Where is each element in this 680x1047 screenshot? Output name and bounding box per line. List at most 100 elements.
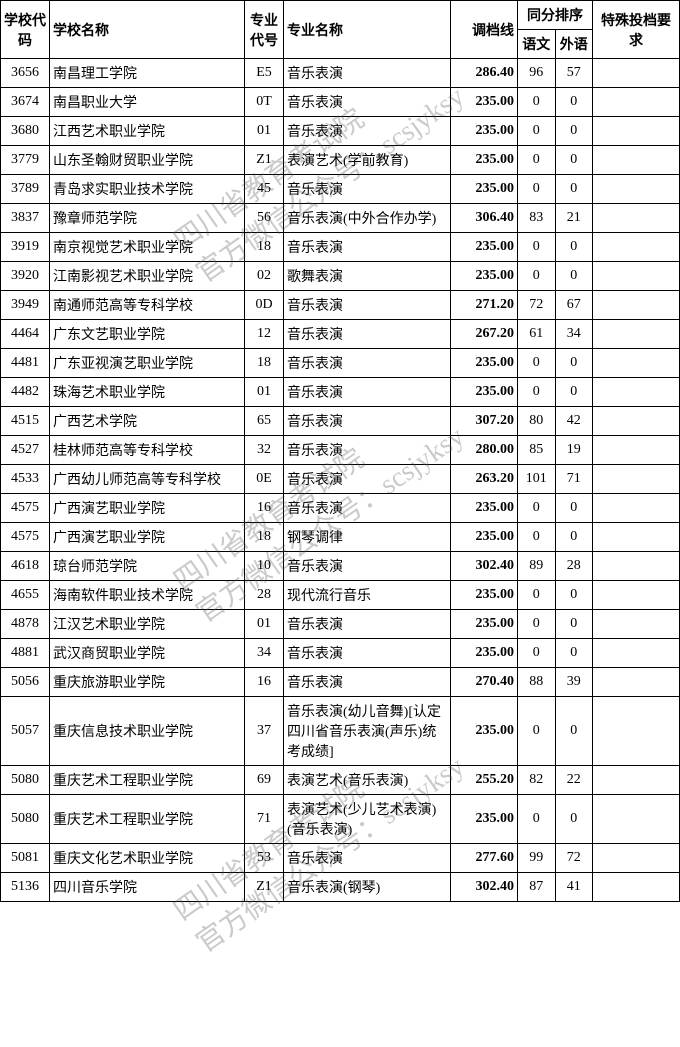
cell-score: 235.00 <box>451 378 518 407</box>
header-school-code: 学校代码 <box>1 1 50 59</box>
cell-school-name: 广西艺术学院 <box>50 407 245 436</box>
cell-score: 302.40 <box>451 552 518 581</box>
cell-chinese: 0 <box>518 523 556 552</box>
cell-special-req <box>593 436 680 465</box>
cell-foreign: 28 <box>555 552 593 581</box>
cell-major-name: 音乐表演 <box>284 610 451 639</box>
cell-school-code: 3656 <box>1 59 50 88</box>
cell-special-req <box>593 697 680 766</box>
cell-foreign: 22 <box>555 766 593 795</box>
cell-school-code: 3674 <box>1 88 50 117</box>
cell-chinese: 0 <box>518 610 556 639</box>
table-row: 5080重庆艺术工程职业学院69表演艺术(音乐表演)255.208222 <box>1 766 680 795</box>
cell-foreign: 0 <box>555 494 593 523</box>
table-row: 5057重庆信息技术职业学院37音乐表演(幼儿音舞)[认定四川省音乐表演(声乐)… <box>1 697 680 766</box>
cell-major-name: 钢琴调律 <box>284 523 451 552</box>
table-row: 4481广东亚视演艺职业学院18音乐表演235.0000 <box>1 349 680 378</box>
cell-foreign: 34 <box>555 320 593 349</box>
cell-major-name: 音乐表演 <box>284 117 451 146</box>
cell-score: 235.00 <box>451 795 518 844</box>
cell-major-code: Z1 <box>245 873 284 902</box>
cell-score: 263.20 <box>451 465 518 494</box>
cell-chinese: 96 <box>518 59 556 88</box>
header-score-line: 调档线 <box>451 1 518 59</box>
cell-school-name: 江西艺术职业学院 <box>50 117 245 146</box>
cell-chinese: 0 <box>518 494 556 523</box>
cell-score: 235.00 <box>451 697 518 766</box>
cell-major-name: 音乐表演 <box>284 639 451 668</box>
cell-score: 277.60 <box>451 844 518 873</box>
cell-foreign: 67 <box>555 291 593 320</box>
cell-chinese: 0 <box>518 639 556 668</box>
cell-major-code: 16 <box>245 668 284 697</box>
cell-score: 235.00 <box>451 175 518 204</box>
cell-special-req <box>593 465 680 494</box>
cell-special-req <box>593 233 680 262</box>
cell-chinese: 0 <box>518 175 556 204</box>
cell-score: 307.20 <box>451 407 518 436</box>
cell-foreign: 0 <box>555 639 593 668</box>
table-row: 4655海南软件职业技术学院28现代流行音乐235.0000 <box>1 581 680 610</box>
cell-foreign: 21 <box>555 204 593 233</box>
cell-major-name: 歌舞表演 <box>284 262 451 291</box>
cell-school-code: 4575 <box>1 523 50 552</box>
cell-foreign: 0 <box>555 523 593 552</box>
cell-major-name: 现代流行音乐 <box>284 581 451 610</box>
cell-special-req <box>593 262 680 291</box>
cell-foreign: 0 <box>555 610 593 639</box>
header-same-rank: 同分排序 <box>518 1 593 30</box>
cell-chinese: 0 <box>518 262 556 291</box>
table-row: 4878江汉艺术职业学院01音乐表演235.0000 <box>1 610 680 639</box>
cell-special-req <box>593 844 680 873</box>
cell-major-code: E5 <box>245 59 284 88</box>
cell-school-code: 3919 <box>1 233 50 262</box>
cell-school-code: 4482 <box>1 378 50 407</box>
cell-major-name: 音乐表演 <box>284 552 451 581</box>
cell-major-code: 32 <box>245 436 284 465</box>
cell-major-code: 01 <box>245 610 284 639</box>
table-row: 3680江西艺术职业学院01音乐表演235.0000 <box>1 117 680 146</box>
table-row: 4527桂林师范高等专科学校32音乐表演280.008519 <box>1 436 680 465</box>
table-row: 4881武汉商贸职业学院34音乐表演235.0000 <box>1 639 680 668</box>
cell-school-name: 桂林师范高等专科学校 <box>50 436 245 465</box>
cell-school-code: 5056 <box>1 668 50 697</box>
cell-major-code: 0E <box>245 465 284 494</box>
table-row: 4533广西幼儿师范高等专科学校0E音乐表演263.2010171 <box>1 465 680 494</box>
cell-major-code: 18 <box>245 523 284 552</box>
cell-major-name: 音乐表演 <box>284 320 451 349</box>
cell-chinese: 0 <box>518 581 556 610</box>
cell-school-code: 3779 <box>1 146 50 175</box>
cell-school-name: 广西演艺职业学院 <box>50 494 245 523</box>
cell-major-code: 71 <box>245 795 284 844</box>
cell-major-name: 音乐表演 <box>284 349 451 378</box>
cell-school-name: 武汉商贸职业学院 <box>50 639 245 668</box>
cell-score: 267.20 <box>451 320 518 349</box>
cell-major-code: 01 <box>245 378 284 407</box>
cell-score: 235.00 <box>451 117 518 146</box>
cell-foreign: 0 <box>555 349 593 378</box>
cell-chinese: 61 <box>518 320 556 349</box>
cell-school-name: 青岛求实职业技术学院 <box>50 175 245 204</box>
cell-school-name: 琼台师范学院 <box>50 552 245 581</box>
cell-chinese: 0 <box>518 697 556 766</box>
cell-foreign: 41 <box>555 873 593 902</box>
cell-major-name: 音乐表演 <box>284 88 451 117</box>
cell-school-name: 珠海艺术职业学院 <box>50 378 245 407</box>
cell-foreign: 0 <box>555 233 593 262</box>
cell-special-req <box>593 349 680 378</box>
cell-school-code: 4575 <box>1 494 50 523</box>
cell-chinese: 0 <box>518 349 556 378</box>
table-header: 学校代码 学校名称 专业代号 专业名称 调档线 同分排序 特殊投档要求 语文 外… <box>1 1 680 59</box>
header-major-name: 专业名称 <box>284 1 451 59</box>
cell-major-name: 表演艺术(音乐表演) <box>284 766 451 795</box>
cell-chinese: 85 <box>518 436 556 465</box>
cell-foreign: 72 <box>555 844 593 873</box>
cell-school-name: 山东圣翰财贸职业学院 <box>50 146 245 175</box>
cell-chinese: 0 <box>518 117 556 146</box>
cell-chinese: 0 <box>518 795 556 844</box>
cell-school-code: 5080 <box>1 766 50 795</box>
cell-special-req <box>593 175 680 204</box>
cell-major-code: 45 <box>245 175 284 204</box>
cell-school-name: 广西幼儿师范高等专科学校 <box>50 465 245 494</box>
cell-score: 235.00 <box>451 349 518 378</box>
